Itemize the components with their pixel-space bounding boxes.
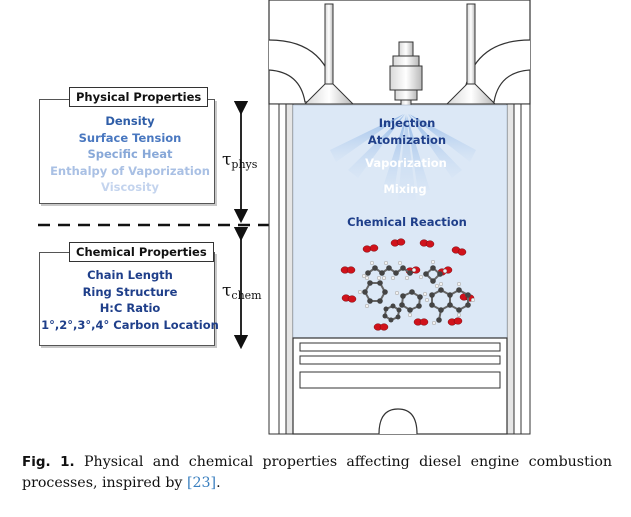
fuel-injector <box>389 41 423 115</box>
caption-text: Physical and chemical properties affecti… <box>22 454 612 491</box>
chemical-reaction-label: Chemical Reaction <box>347 215 467 229</box>
chemical-properties-list: Chain Length Ring Structure H:C Ratio 1°,2°… <box>40 267 220 333</box>
cyclic-molecule <box>394 289 428 318</box>
piston <box>292 337 508 435</box>
physical-property-item: Density <box>105 114 155 128</box>
branched-molecule <box>418 259 448 289</box>
aromatic-ring-molecule <box>357 275 388 309</box>
figure-caption: Fig. 1. Physical and chemical properties… <box>22 452 612 494</box>
chemical-property-item: H:C Ratio <box>99 301 161 315</box>
vaporization-label: Vaporization <box>365 156 447 170</box>
physical-property-item: Specific Heat <box>87 147 173 161</box>
injection-label: Injection <box>378 116 436 130</box>
physical-properties-title: Physical Properties <box>69 87 209 107</box>
caption-reference-link[interactable]: [23] <box>186 475 217 491</box>
caption-label: Fig. 1. <box>22 454 75 470</box>
cylinder-walls <box>268 103 531 435</box>
physical-property-item: Surface Tension <box>78 130 182 145</box>
caption-end: . <box>216 475 221 491</box>
engine-svg <box>38 0 531 435</box>
mixing-label: Mixing <box>383 182 427 196</box>
small-ring-molecule <box>382 303 402 323</box>
physical-properties-list: Density Surface Tension Specific Heat Entha… <box>40 113 220 196</box>
chemical-properties-title: Chemical Properties <box>69 242 214 262</box>
chemical-properties-box <box>39 252 215 346</box>
physical-properties-box <box>39 99 215 204</box>
chemical-property-item: 1°,2°,3°,4° Carbon Location <box>41 317 219 332</box>
atomization-label: Atomization <box>367 133 447 147</box>
oxygen-molecules <box>340 238 475 331</box>
chemical-property-item: Ring Structure <box>82 284 178 299</box>
polycyclic-molecule <box>424 281 476 326</box>
alkane-chain-molecule <box>361 260 417 281</box>
chemical-property-item: Chain Length <box>87 268 173 282</box>
engine-diagram: Physical Properties Density Surface Tensi… <box>38 0 531 435</box>
physical-property-item: Viscosity <box>101 180 159 194</box>
spray-plumes <box>330 114 476 200</box>
physical-property-item: Enthalpy of Vaporization <box>50 163 210 178</box>
